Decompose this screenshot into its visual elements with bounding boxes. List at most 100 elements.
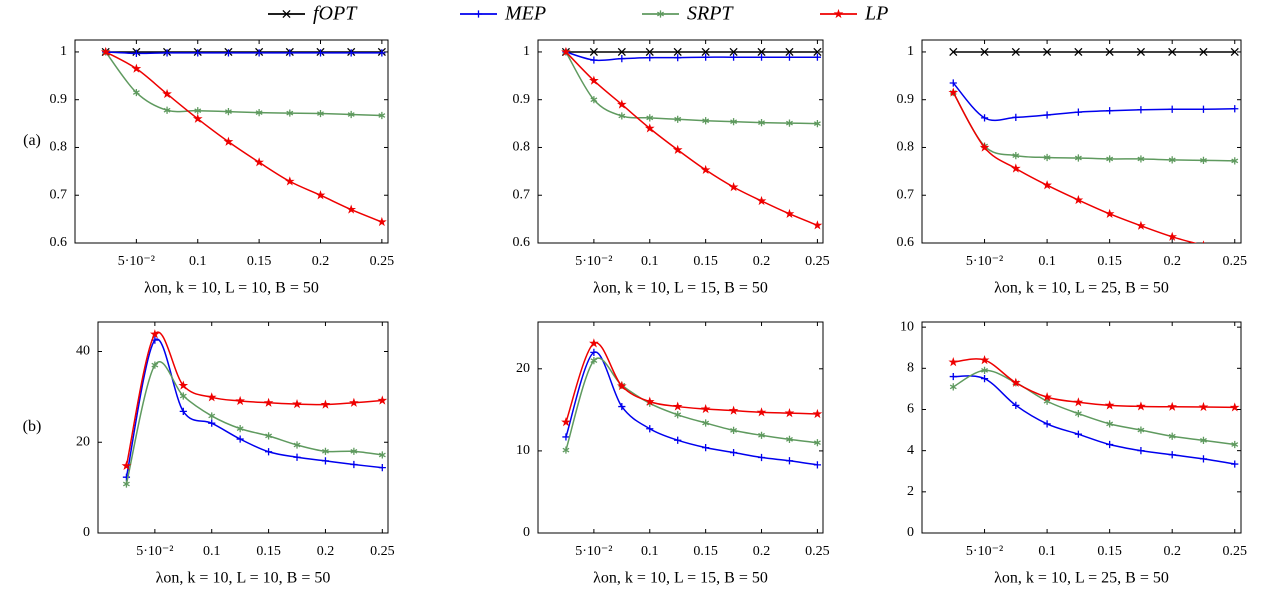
data-point [293,441,301,449]
data-point [618,402,626,411]
y-tick-label: 1 [523,44,530,59]
y-tick-label: 0.9 [897,92,915,107]
y-tick-label: 40 [76,344,90,359]
data-point [178,380,189,390]
data-point [1073,397,1084,407]
data-point [265,432,273,440]
data-point [1167,231,1178,241]
data-point [1012,113,1020,121]
data-point [949,79,957,87]
data-point [702,117,710,125]
plot-frame [921,321,1242,534]
plot-frame [921,39,1242,244]
x-tick-label: 0.25 [805,544,830,559]
x-axis-label: λon, k = 10, L = 25, B = 50 [994,280,1169,297]
data-point [812,220,823,230]
data-point [349,397,359,407]
data-point [646,425,654,433]
data-point [1229,402,1240,412]
data-point [646,114,654,122]
y-tick-label: 0.8 [50,140,68,155]
data-point [1104,400,1115,410]
plot-frame [97,321,389,534]
x-tick-label: 0.1 [1038,254,1056,269]
data-point [1168,47,1177,57]
data-point [618,112,626,120]
data-point [208,419,216,427]
data-point [1231,157,1239,165]
y-tick-label: 0 [523,525,530,540]
data-point [317,109,324,118]
data-point [590,348,598,356]
data-point [1136,47,1145,57]
series-line [953,375,1235,465]
y-tick-label: 0.6 [50,235,68,250]
data-point [948,87,959,97]
data-point [701,47,710,57]
plot-frame [537,321,824,534]
data-point [813,461,822,469]
x-tick-label: 0.2 [1163,254,1181,269]
data-point [286,49,294,57]
series-line [952,82,1235,122]
legend-label: MEP [504,3,546,25]
data-point [1199,455,1208,463]
data-point [322,447,329,455]
data-point [131,63,142,73]
plot-frame [74,39,389,244]
legend-marker [474,10,483,18]
data-point [1199,47,1208,57]
data-point [949,372,957,381]
legend-label: fOPT [313,3,358,25]
data-point [757,53,766,61]
x-tick-label: 0.25 [1222,254,1247,269]
data-point [562,446,570,454]
data-point [590,56,598,64]
series-group [121,329,388,488]
data-point [756,195,767,206]
data-point [378,111,386,120]
series-group [100,46,387,227]
y-tick-label: 2 [907,484,914,499]
data-point [812,408,823,419]
data-point [589,75,599,85]
data-point [1167,401,1178,411]
series-line [952,92,1235,162]
data-point [1074,47,1083,57]
data-point [1231,105,1239,113]
data-point [1200,156,1207,164]
x-tick-label: 0.2 [753,544,771,559]
x-axis-label: λon, k = 10, L = 10, B = 50 [156,570,331,587]
y-tick-label: 20 [76,434,90,449]
data-point [1043,47,1052,57]
plot: 5·10⁻² 0.1 0.15 0.2 0.25 0 10 20 λon, k = 10, L … [516,321,830,587]
legend: fOPT MEP SRPT LP [268,3,888,25]
data-point [1043,111,1051,119]
data-point [1043,153,1051,162]
y-tick-label: 10 [516,443,530,458]
data-point [672,401,683,411]
data-point [378,464,386,472]
data-point [980,114,989,122]
series-group [948,47,1239,243]
data-point [1042,180,1052,190]
x-axis-label: λon, k = 10, L = 15, B = 50 [593,280,768,297]
data-point [700,164,711,175]
series-line [565,51,818,62]
x-axis-label: λon, k = 10, L = 15, B = 50 [593,570,768,587]
data-point [163,49,171,57]
series-line [952,369,1235,446]
legend-label: LP [864,3,888,25]
data-point [1168,451,1176,459]
y-tick-label: 0.9 [513,92,531,107]
data-point [784,208,795,218]
y-tick-label: 0 [83,525,90,540]
x-tick-label: 0.15 [1097,254,1122,269]
series-line [125,361,383,485]
data-point [284,176,295,186]
data-point [100,46,111,57]
y-tick-label: 0.8 [897,140,915,155]
y-tick-label: 1 [60,44,67,59]
x-tick-label: 0.1 [203,544,221,559]
